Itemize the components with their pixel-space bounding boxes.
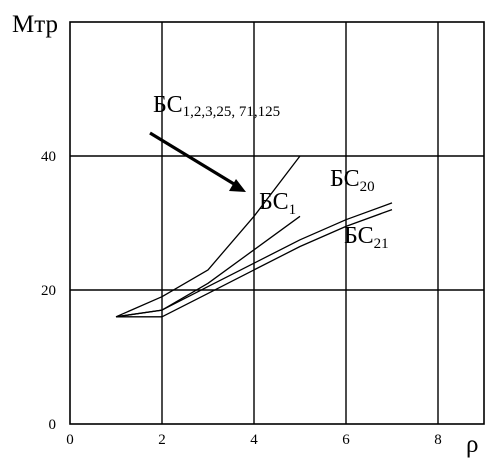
series-label-bs-group: БС1,2,3,25, 71,125 <box>153 92 280 120</box>
y-tick-label-2: 40 <box>41 149 56 165</box>
y-axis-label: Мтр <box>12 11 58 38</box>
annotation-arrow <box>149 131 246 192</box>
x-tick-label-3: 6 <box>342 432 350 448</box>
plot-frame <box>69 21 485 425</box>
series-line-3 <box>116 208 393 318</box>
x-tick-label-1: 2 <box>158 432 166 448</box>
series-line-0 <box>115 155 301 318</box>
x-tick-label-4: 8 <box>434 432 442 448</box>
grid-lines <box>70 22 484 424</box>
tick-labels: 0 2 4 6 8 0 20 40 <box>41 149 442 448</box>
series-line-2 <box>115 202 393 318</box>
series-label-bs1: БС1 <box>259 189 296 218</box>
series-lines <box>115 155 393 318</box>
x-tick-label-2: 4 <box>250 432 258 448</box>
x-axis-label: ρ <box>466 431 478 458</box>
x-tick-label-0: 0 <box>66 432 74 448</box>
series-label-bs21: БС21 <box>344 223 389 252</box>
series-label-bs20: БС20 <box>330 166 375 195</box>
series-line-1 <box>115 215 301 318</box>
y-tick-label-0: 0 <box>49 417 57 433</box>
y-tick-label-1: 20 <box>41 283 56 299</box>
